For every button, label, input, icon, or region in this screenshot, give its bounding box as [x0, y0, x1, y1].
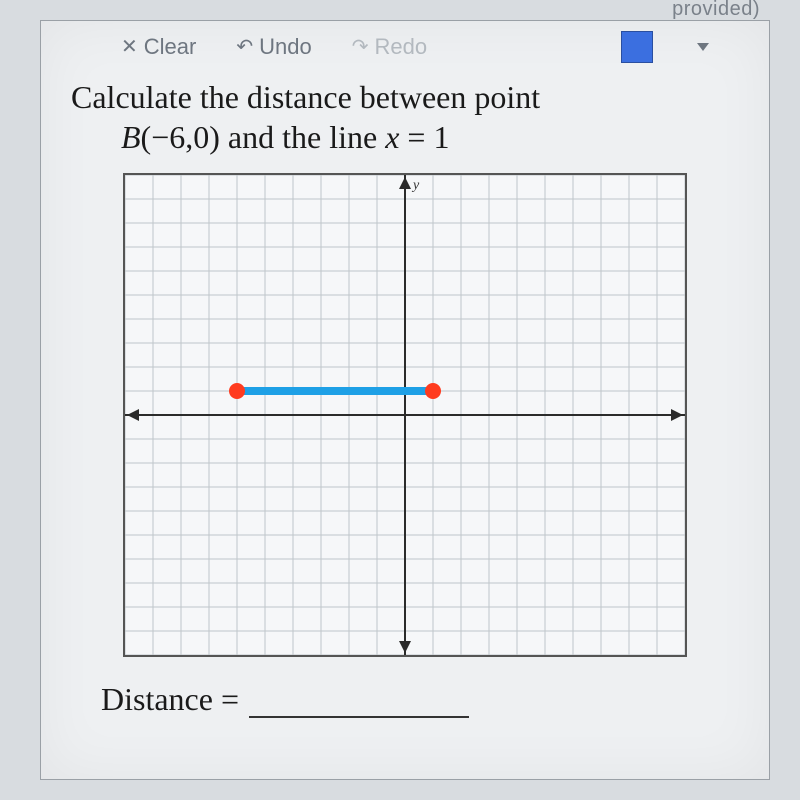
- question-line1: Calculate the distance between point: [71, 79, 540, 115]
- coordinate-graph[interactable]: y: [123, 173, 687, 657]
- color-swatch[interactable]: [621, 31, 653, 63]
- answer-label: Distance =: [101, 681, 239, 718]
- answer-input[interactable]: [249, 690, 469, 718]
- line-var: x: [385, 119, 399, 155]
- viewport: provided) ✕ Clear ↶ Undo ↷ Redo Calculat…: [0, 0, 800, 800]
- graph-svg: y: [125, 175, 685, 655]
- cropped-text: provided): [672, 0, 760, 21]
- chevron-down-icon[interactable]: [697, 43, 709, 51]
- redo-button[interactable]: ↷ Redo: [352, 34, 427, 60]
- question-text: Calculate the distance between point B(−…: [41, 73, 769, 167]
- line-eq: = 1: [399, 119, 449, 155]
- point-label: B: [121, 119, 141, 155]
- undo-icon: ↶: [236, 37, 253, 57]
- svg-text:y: y: [411, 178, 420, 193]
- point-coords: (−6,0): [141, 119, 220, 155]
- question-mid: and the line: [220, 119, 385, 155]
- x-icon: ✕: [121, 37, 138, 57]
- clear-button[interactable]: ✕ Clear: [121, 34, 196, 60]
- question-panel: ✕ Clear ↶ Undo ↷ Redo Calculate the dist…: [40, 20, 770, 780]
- undo-button[interactable]: ↶ Undo: [236, 34, 311, 60]
- toolbar: ✕ Clear ↶ Undo ↷ Redo: [41, 31, 769, 73]
- redo-icon: ↷: [352, 37, 369, 57]
- redo-label: Redo: [374, 34, 427, 60]
- answer-row: Distance =: [41, 657, 769, 718]
- clear-label: Clear: [144, 34, 197, 60]
- undo-label: Undo: [259, 34, 312, 60]
